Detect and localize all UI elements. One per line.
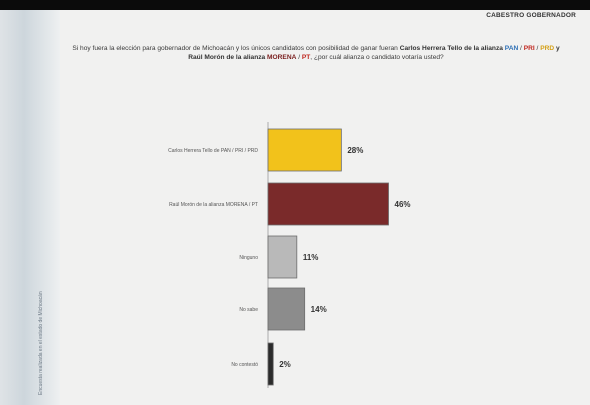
category-label-1: Carlos Herrera Tello de PAN / PRI / PRD — [168, 148, 258, 154]
brand-label: CABESTRO GOBERNADOR — [486, 12, 576, 19]
bar-2 — [267, 182, 389, 226]
bar-4 — [267, 287, 306, 331]
bar-5 — [267, 342, 274, 386]
question-intro: Si hoy fuera la elección para gobernador… — [72, 45, 398, 52]
left-decorative-strip — [0, 10, 60, 405]
question-outro: , ¿por cuál alianza o candidato votaría … — [310, 54, 444, 61]
bar-3 — [267, 235, 298, 279]
party-pt: PT — [301, 54, 311, 61]
value-label-4: 14% — [311, 305, 327, 314]
value-label-3: 11% — [303, 253, 319, 262]
bar-1 — [267, 128, 342, 172]
category-label-2: Raúl Morón de la alianza MORENA / PT — [169, 202, 258, 208]
party-morena: MORENA — [267, 54, 297, 61]
party-pri: PRI — [523, 45, 535, 52]
question-candidate-1: Carlos Herrera Tello de la alianza — [399, 45, 503, 52]
category-label-4: No sabe — [239, 307, 258, 313]
category-label-5: No contestó — [231, 362, 258, 368]
top-bar — [0, 0, 590, 10]
question-joiner: y — [555, 45, 560, 52]
question-candidate-2: Raúl Morón de la alianza — [188, 54, 266, 61]
value-label-5: 2% — [279, 360, 291, 369]
category-label-3: Ninguno — [239, 255, 258, 261]
survey-question: Si hoy fuera la elección para gobernador… — [72, 45, 560, 61]
party-prd: PRD — [540, 45, 555, 52]
value-label-2: 46% — [395, 200, 411, 209]
party-pan: PAN — [504, 45, 519, 52]
value-label-1: 28% — [347, 146, 363, 155]
